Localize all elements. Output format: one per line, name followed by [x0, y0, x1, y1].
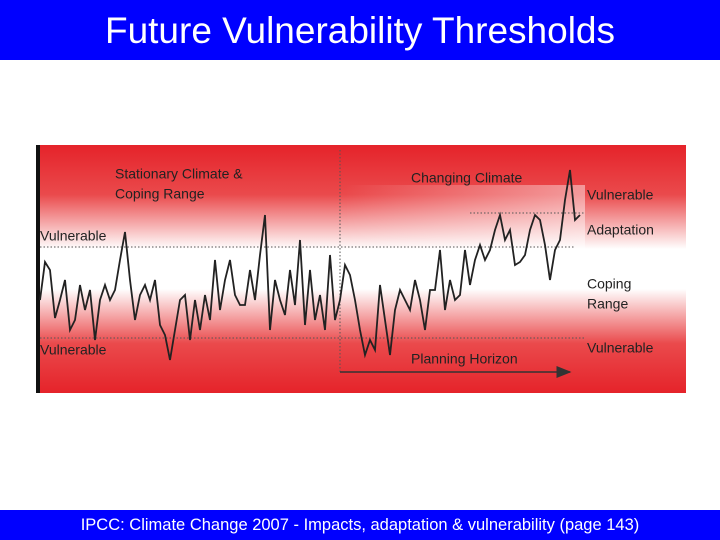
label: Adaptation: [587, 222, 654, 238]
label: Vulnerable: [40, 342, 107, 358]
label: Vulnerable: [587, 187, 654, 203]
label: Planning Horizon: [411, 351, 518, 367]
footer-bar: IPCC: Climate Change 2007 - Impacts, ada…: [0, 510, 720, 540]
label: Changing Climate: [411, 170, 522, 186]
label: Coping: [587, 276, 631, 292]
label: Coping Range: [115, 186, 205, 202]
slide-title: Future Vulnerability Thresholds: [104, 10, 616, 51]
label: Range: [587, 296, 628, 312]
label: Vulnerable: [587, 340, 654, 356]
label: Vulnerable: [40, 228, 107, 244]
climate-series: [39, 169, 581, 361]
title-bar: Future Vulnerability Thresholds: [0, 0, 720, 60]
label: Stationary Climate &: [115, 166, 243, 182]
figure-background: [36, 145, 686, 393]
citation: IPCC: Climate Change 2007 - Impacts, ada…: [80, 516, 640, 534]
left-edge: [36, 145, 40, 393]
adaptation-shift: [345, 185, 585, 255]
